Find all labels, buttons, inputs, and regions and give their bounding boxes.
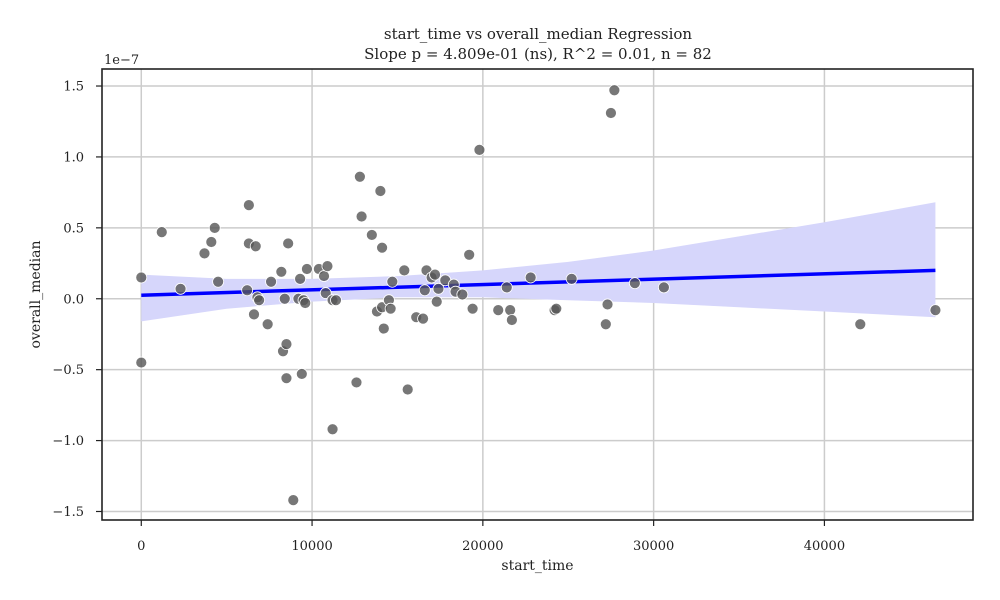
- data-point: [628, 277, 641, 290]
- x-tick-label: 0: [137, 539, 145, 554]
- y-tick-label: −1.5: [52, 505, 84, 520]
- data-point: [504, 304, 517, 317]
- y-tick-label: 0.0: [63, 292, 84, 307]
- axis-ticks: 0 10000 20000 30000 40000 −1.5 −1.0 −0.5 0.0 0.5 1…: [52, 80, 845, 554]
- data-point: [432, 282, 445, 295]
- data-point: [376, 241, 388, 254]
- y-tick-label: 1.5: [63, 80, 84, 95]
- data-point: [330, 294, 342, 307]
- data-point: [155, 226, 168, 238]
- data-point: [365, 229, 378, 241]
- data-point: [282, 237, 295, 250]
- data-point: [248, 308, 260, 321]
- data-point: [135, 271, 148, 284]
- scatter-points: [135, 84, 942, 507]
- data-point: [198, 247, 211, 260]
- data-point: [249, 240, 262, 253]
- y-tick-label: −1.0: [52, 434, 84, 449]
- data-point: [261, 318, 274, 331]
- data-point: [295, 368, 308, 380]
- confidence-band: [141, 202, 936, 322]
- data-point: [418, 284, 431, 297]
- data-point: [374, 185, 387, 197]
- data-point: [275, 265, 288, 278]
- grid: [102, 69, 973, 520]
- x-tick-label: 40000: [804, 539, 845, 554]
- data-point: [265, 275, 277, 288]
- x-tick-label: 20000: [462, 539, 503, 554]
- data-point: [550, 302, 563, 315]
- data-point: [350, 376, 363, 389]
- data-point: [135, 356, 148, 369]
- data-point: [929, 304, 942, 317]
- data-point: [280, 338, 293, 351]
- data-point: [353, 170, 366, 183]
- data-point: [524, 271, 537, 284]
- data-point: [241, 284, 254, 297]
- data-point: [466, 302, 479, 315]
- data-point: [417, 312, 429, 325]
- data-point: [318, 270, 330, 282]
- data-point: [398, 264, 411, 277]
- data-point: [326, 423, 339, 436]
- data-point: [384, 302, 397, 315]
- x-tick-label: 30000: [633, 539, 674, 554]
- data-point: [355, 210, 368, 223]
- data-point: [429, 268, 441, 281]
- y-tick-label: 1.0: [63, 150, 84, 165]
- data-point: [174, 282, 187, 295]
- data-point: [456, 288, 469, 301]
- data-point: [377, 322, 390, 335]
- data-point: [280, 372, 293, 385]
- data-point: [212, 275, 225, 288]
- data-point: [601, 298, 614, 311]
- data-point: [208, 221, 221, 234]
- data-point: [205, 236, 218, 248]
- data-point: [301, 263, 313, 275]
- data-point: [492, 304, 505, 317]
- data-point: [505, 314, 518, 326]
- data-point: [500, 281, 513, 294]
- data-point: [321, 260, 334, 273]
- data-point: [605, 107, 617, 119]
- data-point: [278, 292, 291, 305]
- data-point: [430, 295, 443, 308]
- data-point: [463, 248, 476, 261]
- chart-subtitle: Slope p = 4.809e-01 (ns), R^2 = 0.01, n …: [364, 45, 712, 63]
- plot-frame: [101, 68, 974, 521]
- data-point: [657, 281, 670, 294]
- data-point: [386, 275, 399, 288]
- x-axis-label: start_time: [501, 558, 573, 574]
- x-tick-label: 10000: [291, 539, 332, 554]
- regression-line: [141, 268, 936, 297]
- data-point: [401, 383, 414, 396]
- data-point: [294, 272, 307, 285]
- data-point: [608, 84, 621, 97]
- data-point: [299, 297, 312, 309]
- y-scale-label: 1e−7: [104, 53, 139, 68]
- data-point: [473, 143, 486, 156]
- y-tick-label: −0.5: [52, 363, 84, 378]
- data-point: [599, 318, 612, 331]
- data-point: [319, 287, 332, 299]
- data-point: [287, 494, 300, 507]
- chart-title: start_time vs overall_median Regression: [383, 25, 693, 43]
- data-point: [565, 272, 578, 285]
- data-point: [854, 318, 867, 331]
- data-point: [253, 294, 266, 307]
- data-point: [242, 199, 255, 212]
- y-axis-label: overall_median: [28, 241, 44, 349]
- y-tick-label: 0.5: [63, 221, 84, 236]
